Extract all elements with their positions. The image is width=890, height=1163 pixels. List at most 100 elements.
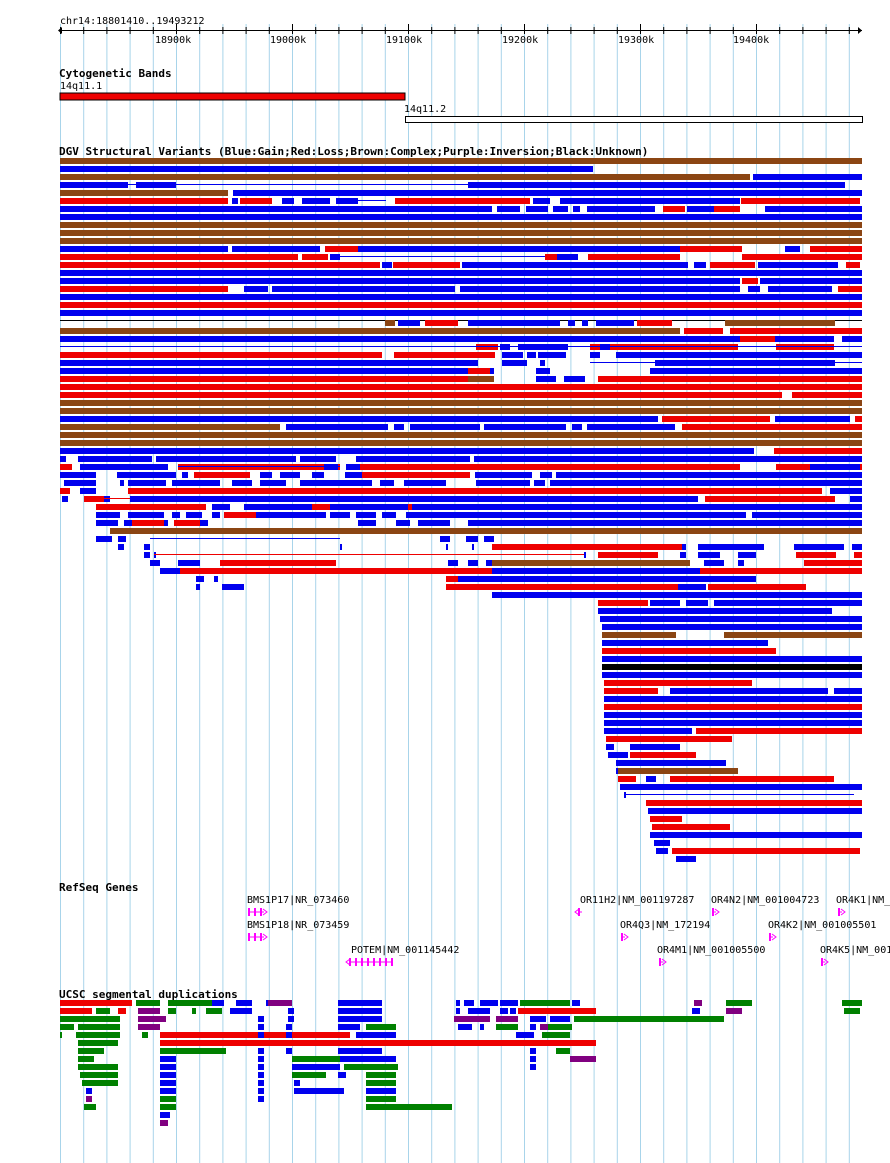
gene-exon[interactable] [821,958,823,966]
dgv-variant-gain[interactable] [196,584,200,590]
dgv-variant-loss[interactable] [855,416,862,422]
dgv-variant-complex[interactable] [60,432,862,438]
gene-exon[interactable] [260,908,262,916]
dgv-variant-loss[interactable] [710,262,755,268]
dgv-variant-gain[interactable] [474,456,862,462]
dgv-variant-gain[interactable] [150,560,160,566]
segdup-feature[interactable] [556,1048,570,1054]
segdup-feature[interactable] [844,1008,860,1014]
dgv-variant-loss[interactable] [598,600,648,606]
segdup-feature[interactable] [76,1032,120,1038]
segdup-feature[interactable] [138,1016,166,1022]
dgv-variant-gain[interactable] [232,480,252,486]
dgv-variant-loss[interactable] [604,704,862,710]
segdup-feature[interactable] [692,1008,700,1014]
dgv-variant-loss[interactable] [60,302,862,308]
dgv-variant-gain[interactable] [753,174,862,180]
dgv-variant-gain[interactable] [302,198,330,204]
segdup-feature[interactable] [294,1080,300,1086]
segdup-feature[interactable] [726,1000,752,1006]
dgv-variant-gain[interactable] [492,592,862,598]
gene-label[interactable]: OR4K1|NM_ [836,895,890,906]
dgv-variant-complex[interactable] [60,174,750,180]
segdup-feature[interactable] [366,1088,396,1094]
gene-exon[interactable] [838,908,840,916]
dgv-variant-gain[interactable] [650,600,680,606]
dgv-variant-loss[interactable] [362,472,470,478]
dgv-variant-loss[interactable] [598,552,658,558]
gene-exon[interactable] [373,958,375,966]
dgv-variant-gain[interactable] [738,552,756,558]
dgv-variant-gain[interactable] [760,278,862,284]
dgv-variant-gain[interactable] [573,206,580,212]
dgv-variant-loss[interactable] [696,728,862,734]
dgv-variant-loss[interactable] [708,584,806,590]
dgv-variant-gain[interactable] [80,464,168,470]
dgv-variant-gain[interactable] [64,480,96,486]
dgv-variant-gain[interactable] [540,360,545,366]
dgv-variant-loss[interactable] [220,560,336,566]
dgv-variant-gain[interactable] [380,480,394,486]
dgv-variant-gain[interactable] [598,608,832,614]
dgv-variant-gain[interactable] [272,286,455,292]
dgv-variant-loss[interactable] [682,424,862,430]
dgv-variant-gain[interactable] [460,286,740,292]
segdup-feature[interactable] [160,1080,176,1086]
segdup-feature[interactable] [366,1080,396,1086]
dgv-variant-gain[interactable] [646,776,656,782]
dgv-variant-gain[interactable] [60,214,862,220]
dgv-variant-loss[interactable] [792,392,862,398]
segdup-feature[interactable] [338,1048,382,1054]
dgv-variant-gain[interactable] [244,286,268,292]
segdup-feature[interactable] [468,1008,490,1014]
gene-label[interactable]: BMS1P17|NR_073460 [247,895,350,906]
dgv-variant-loss[interactable] [838,286,862,292]
segdup-feature[interactable] [258,1056,264,1062]
dgv-variant-gain[interactable] [476,480,530,486]
dgv-variant-complex[interactable] [60,230,862,236]
dgv-variant-complex[interactable] [60,222,862,228]
dgv-variant-gain[interactable] [356,456,470,462]
dgv-variant-gain[interactable] [533,198,550,204]
gene-exon[interactable] [361,958,363,966]
dgv-variant-loss[interactable] [742,278,758,284]
dgv-variant-gain[interactable] [748,286,760,292]
segdup-feature[interactable] [268,1000,292,1006]
dgv-variant-loss[interactable] [60,376,494,382]
segdup-feature[interactable] [510,1008,516,1014]
segdup-feature[interactable] [480,1024,484,1030]
dgv-variant-loss[interactable] [662,416,770,422]
dgv-variant-loss[interactable] [588,254,680,260]
dgv-variant-gain[interactable] [616,760,726,766]
segdup-feature[interactable] [168,1008,176,1014]
dgv-variant-gain[interactable] [752,512,862,518]
dgv-variant-gain[interactable] [602,624,862,630]
dgv-variant-loss[interactable] [395,198,530,204]
segdup-feature[interactable] [518,1008,596,1014]
dgv-variant-complex[interactable] [468,376,494,382]
dgv-variant-gain[interactable] [60,456,66,462]
dgv-variant-gain[interactable] [410,424,480,430]
segdup-feature[interactable] [454,1016,490,1022]
dgv-variant-loss[interactable] [60,384,862,390]
dgv-variant-gain[interactable] [620,784,862,790]
dgv-variant-gain[interactable] [212,512,220,518]
dgv-variant-gain[interactable] [572,424,582,430]
dgv-variant-gain[interactable] [346,464,360,470]
dgv-track-title[interactable]: DGV Structural Variants (Blue:Gain;Red:L… [59,145,649,158]
dgv-variant-gain[interactable] [472,544,474,550]
dgv-variant-gain[interactable] [600,616,862,622]
segdup-feature[interactable] [288,1016,294,1022]
dgv-variant-gain[interactable] [462,262,688,268]
segdup-feature[interactable] [338,1008,382,1014]
dgv-variant-loss[interactable] [394,352,495,358]
refseq-track-title[interactable]: RefSeq Genes [59,881,139,894]
gene-label[interactable]: OR4Q3|NM_172194 [620,920,711,931]
dgv-variant-gain[interactable] [124,520,134,526]
dgv-variant-gain[interactable] [604,728,692,734]
dgv-variant-loss[interactable] [60,262,380,268]
dgv-variant-complex[interactable] [60,424,280,430]
dgv-variant-loss[interactable] [194,472,250,478]
dgv-variant-complex[interactable] [60,238,862,244]
dgv-variant-gain[interactable] [550,480,862,486]
